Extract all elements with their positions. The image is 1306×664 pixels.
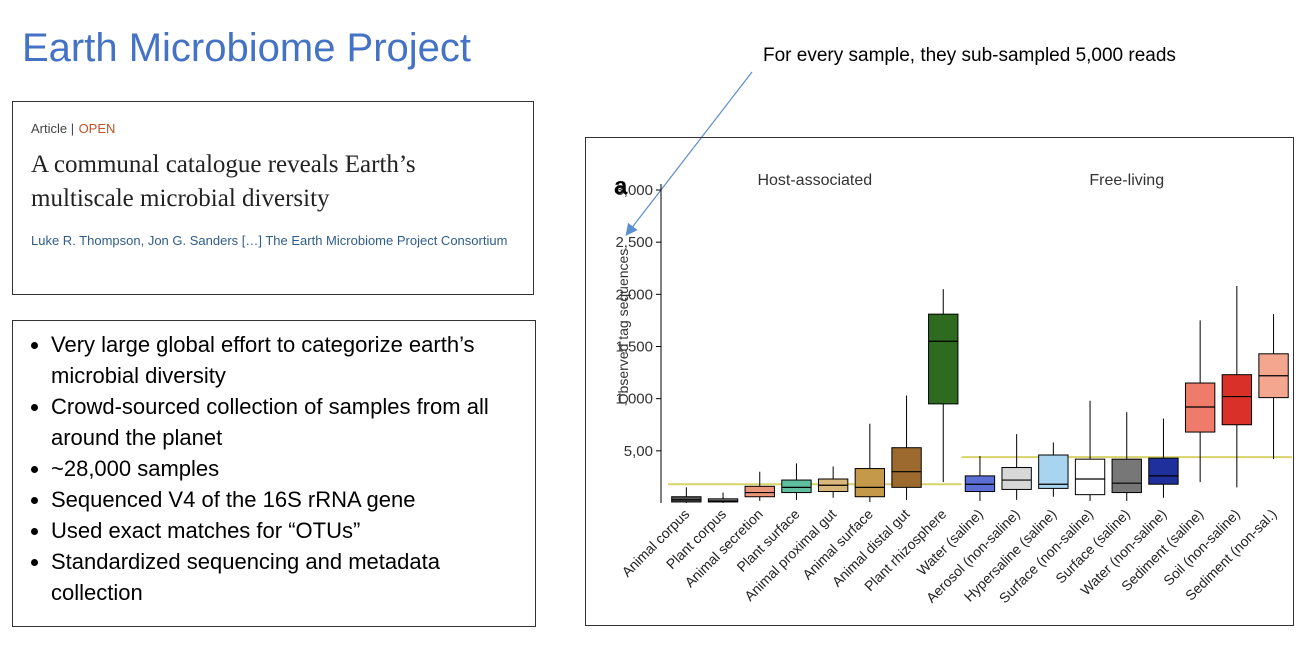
- arrow: [625, 71, 753, 236]
- box: [891, 447, 922, 488]
- box: [1074, 458, 1106, 496]
- box: [1111, 458, 1142, 494]
- bullet: Standardized sequencing and metadata col…: [51, 546, 515, 608]
- y-axis-label: Observed tag sequences: [615, 249, 631, 405]
- article-authors: Luke R. Thompson, Jon G. Sanders […] The…: [31, 233, 508, 248]
- box: [1148, 457, 1179, 485]
- box: [1038, 454, 1069, 489]
- box: [1221, 374, 1253, 426]
- bullet: ~28,000 samples: [51, 453, 515, 484]
- box: [744, 485, 775, 498]
- y-tick-label: 5,00: [624, 443, 653, 460]
- annotation: For every sample, they sub-sampled 5,000…: [763, 45, 1176, 66]
- bullet: Used exact matches for “OTUs”: [51, 515, 515, 546]
- box: [928, 313, 959, 405]
- bullet-list: Very large global effort to categorize e…: [12, 320, 536, 627]
- group-label: Free-living: [1089, 172, 1164, 189]
- bullet: Sequenced V4 of the 16S rRNA gene: [51, 484, 515, 515]
- group-label: Host-associated: [757, 172, 872, 189]
- panel-letter: a: [614, 173, 628, 200]
- bullet: Crowd-sourced collection of samples from…: [51, 391, 515, 453]
- bullet: Very large global effort to categorize e…: [51, 329, 515, 391]
- y-tick-label: 3,000: [615, 182, 653, 199]
- slide-title: Earth Microbiome Project: [22, 26, 472, 70]
- y-tick-label: 1,000: [615, 391, 653, 408]
- y-tick-label: 2,500: [615, 234, 653, 251]
- box: [1001, 467, 1032, 490]
- box: [854, 468, 886, 498]
- article-card: Article | OPEN A communal catalogue reve…: [12, 101, 534, 295]
- box: [781, 479, 812, 494]
- article-title: A communal catalogue reveals Earth’s mul…: [31, 151, 416, 212]
- y-tick-label: 2,000: [615, 286, 653, 303]
- article-status: OPEN: [78, 121, 116, 136]
- y-tick-label: 1,500: [615, 339, 653, 356]
- article-label: Article |: [31, 121, 75, 136]
